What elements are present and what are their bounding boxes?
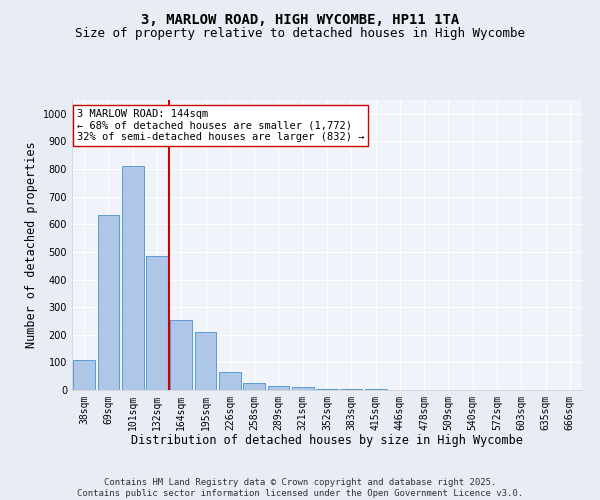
Bar <box>219 372 241 390</box>
Bar <box>97 215 119 390</box>
Bar <box>292 387 314 390</box>
Bar <box>243 383 265 390</box>
Bar <box>194 332 217 390</box>
Bar <box>170 320 192 390</box>
Text: 3, MARLOW ROAD, HIGH WYCOMBE, HP11 1TA: 3, MARLOW ROAD, HIGH WYCOMBE, HP11 1TA <box>141 12 459 26</box>
Bar <box>268 386 289 390</box>
Bar <box>146 256 168 390</box>
Bar <box>73 360 95 390</box>
Bar <box>340 388 362 390</box>
Bar <box>365 388 386 390</box>
Text: 3 MARLOW ROAD: 144sqm
← 68% of detached houses are smaller (1,772)
32% of semi-d: 3 MARLOW ROAD: 144sqm ← 68% of detached … <box>77 108 365 142</box>
Bar <box>122 166 143 390</box>
Text: Size of property relative to detached houses in High Wycombe: Size of property relative to detached ho… <box>75 28 525 40</box>
Text: Contains HM Land Registry data © Crown copyright and database right 2025.
Contai: Contains HM Land Registry data © Crown c… <box>77 478 523 498</box>
Y-axis label: Number of detached properties: Number of detached properties <box>25 142 38 348</box>
X-axis label: Distribution of detached houses by size in High Wycombe: Distribution of detached houses by size … <box>131 434 523 448</box>
Bar <box>316 388 338 390</box>
